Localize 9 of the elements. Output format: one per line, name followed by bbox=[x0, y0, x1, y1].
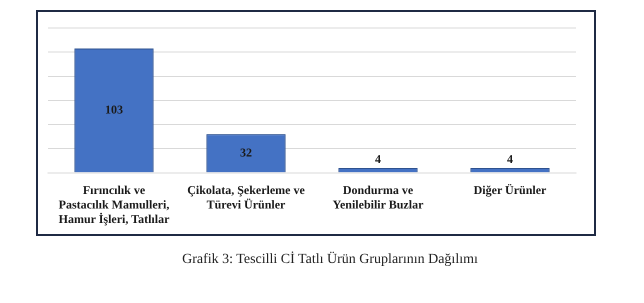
data-label: 4 bbox=[507, 152, 513, 166]
data-label: 32 bbox=[240, 145, 252, 160]
x-tick-label: Diğer Ürünler bbox=[474, 183, 548, 198]
x-tick-label: Fırıncılık ve Pastacılık Mamulleri, Hamur İşleri, Tatlılar bbox=[58, 183, 170, 226]
text: Grafik 3: Tescilli Cİ Tatlı Ürün Gruplarının Dağılımı bbox=[181, 252, 479, 268]
data-label: 4 bbox=[375, 152, 381, 166]
data-label: 103 bbox=[105, 102, 123, 116]
x-tick-label: Çikolata, Şekerleme ve Türevi Ürünler bbox=[187, 183, 306, 212]
x-tick-label: Dondurma ve Yenilebilir Buzlar bbox=[332, 183, 424, 212]
